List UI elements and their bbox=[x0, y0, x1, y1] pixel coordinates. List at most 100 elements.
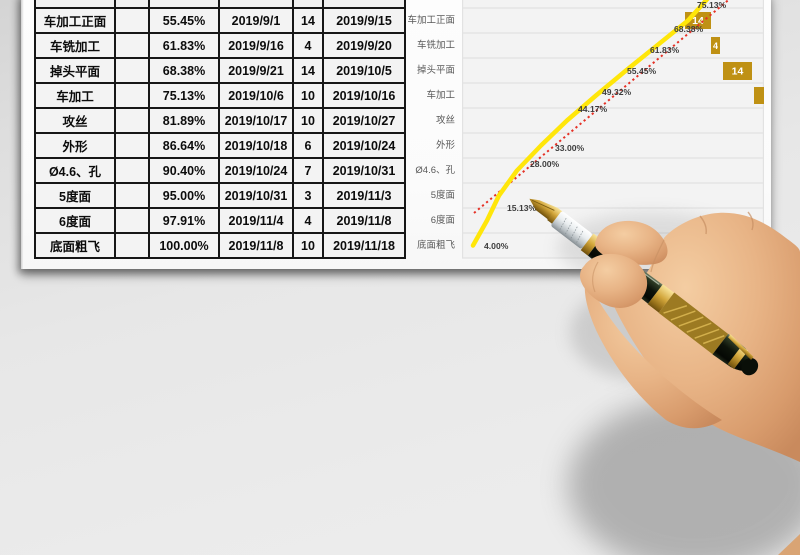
days-cell: 6 bbox=[292, 132, 324, 159]
start-date-cell: 2019/9/1 bbox=[218, 7, 294, 34]
days-cell: 14 bbox=[292, 7, 324, 34]
percent-cell: 97.91% bbox=[148, 207, 220, 234]
chart-category-label: 6度面 bbox=[430, 215, 455, 226]
end-date-cell: 2019/10/27 bbox=[322, 107, 406, 134]
blank-cell bbox=[114, 157, 150, 184]
progress-point-label: 61.83% bbox=[650, 45, 680, 55]
end-date-cell: 2019/11/18 bbox=[322, 232, 406, 259]
thumb-webbing bbox=[584, 276, 722, 429]
blank-cell bbox=[114, 232, 150, 259]
start-date-cell: 2019/9/16 bbox=[218, 32, 294, 59]
pen-clip bbox=[728, 334, 754, 361]
blank-cell bbox=[114, 32, 150, 59]
days-bar bbox=[711, 37, 720, 54]
progress-point-label: 28.00% bbox=[530, 159, 560, 169]
end-date-cell bbox=[322, 0, 406, 9]
task-cell: 车铣加工 bbox=[34, 32, 116, 59]
blank-cell bbox=[114, 207, 150, 234]
task-cell: 车加工 bbox=[34, 82, 116, 109]
end-date-cell: 2019/10/24 bbox=[322, 132, 406, 159]
progress-point-label: 68.38% bbox=[674, 24, 704, 34]
table-row: 攻丝 81.89% 2019/10/17 10 2019/10/27 bbox=[34, 107, 406, 134]
center-gold-band bbox=[647, 284, 675, 313]
end-gold-ring bbox=[727, 345, 749, 370]
task-cell: 攻丝 bbox=[34, 107, 116, 134]
table-row: 外形 86.64% 2019/10/18 6 2019/10/24 bbox=[34, 132, 406, 159]
table-row: 底面粗飞 100.00% 2019/11/8 10 2019/11/18 bbox=[34, 232, 406, 259]
task-cell: Ø4.6、孔 bbox=[34, 157, 116, 184]
end-date-cell: 2019/10/5 bbox=[322, 57, 406, 84]
days-cell bbox=[292, 0, 324, 9]
chart-category-label: 外形 bbox=[435, 140, 455, 151]
chart-category-label: 车铣加工 bbox=[416, 40, 455, 51]
chart-category-axis: 车加工正面 车铣加工 掉头平面 车加工 攻丝 外形 Ø4.6、孔 5度面 6度面 底面粗飞 bbox=[403, 8, 455, 258]
chart-category-label: 攻丝 bbox=[435, 115, 455, 126]
table-row: 5度面 95.00% 2019/10/31 3 2019/11/3 bbox=[34, 182, 406, 209]
task-cell: 外形 bbox=[34, 132, 116, 159]
progress-point-label: 44.17% bbox=[578, 104, 608, 114]
blank-cell bbox=[114, 182, 150, 209]
days-bar-label: 14 bbox=[732, 66, 744, 78]
progress-point-label: 75.13% bbox=[697, 0, 727, 10]
progress-point-label: 4.00% bbox=[484, 241, 509, 251]
percent-cell: 95.00% bbox=[148, 182, 220, 209]
chart-category-label: 底面粗飞 bbox=[416, 240, 455, 251]
chart-category-label: 车加工正面 bbox=[407, 15, 455, 26]
table-row-partial bbox=[34, 0, 406, 9]
days-cell: 10 bbox=[292, 232, 324, 259]
wrist-corner bbox=[778, 534, 800, 555]
blank-cell bbox=[114, 7, 150, 34]
percent-cell: 68.38% bbox=[148, 57, 220, 84]
percent-cell: 86.64% bbox=[148, 132, 220, 159]
percent-cell: 90.40% bbox=[148, 157, 220, 184]
task-cell: 6度面 bbox=[34, 207, 116, 234]
progress-line bbox=[470, 0, 710, 248]
chart-category-label: 5度面 bbox=[430, 190, 455, 201]
gold-engraving-pattern bbox=[663, 305, 725, 345]
blank-cell bbox=[114, 107, 150, 134]
start-date-cell: 2019/10/18 bbox=[218, 132, 294, 159]
days-cell: 10 bbox=[292, 107, 324, 134]
start-date-cell: 2019/10/6 bbox=[218, 82, 294, 109]
task-cell: 底面粗飞 bbox=[34, 232, 116, 259]
cap-dome bbox=[741, 357, 759, 376]
schedule-table-body: 车加工正面 55.45% 2019/9/1 14 2019/9/15 车铣加工 61.83%… bbox=[34, 0, 406, 259]
percent-cell: 61.83% bbox=[148, 32, 220, 59]
start-date-cell: 2019/10/24 bbox=[218, 157, 294, 184]
start-date-cell: 2019/11/4 bbox=[218, 207, 294, 234]
pen-cap-end bbox=[712, 333, 753, 371]
progress-chart-plot: 14 4 14 4.00% 15.13% 28.00% 33.00% 44.17% 49.32%… bbox=[462, 0, 764, 259]
days-cell: 14 bbox=[292, 57, 324, 84]
task-cell: 掉头平面 bbox=[34, 57, 116, 84]
percent-cell: 55.45% bbox=[148, 7, 220, 34]
table-row: 车加工正面 55.45% 2019/9/1 14 2019/9/15 bbox=[34, 7, 406, 34]
task-cell bbox=[34, 0, 116, 9]
table-row: 掉头平面 68.38% 2019/9/21 14 2019/10/5 bbox=[34, 57, 406, 84]
chart-category-label: 掉头平面 bbox=[416, 65, 455, 76]
end-date-cell: 2019/11/3 bbox=[322, 182, 406, 209]
percent-cell: 100.00% bbox=[148, 232, 220, 259]
blank-cell bbox=[114, 82, 150, 109]
percent-cell: 81.89% bbox=[148, 107, 220, 134]
start-date-cell bbox=[218, 0, 294, 9]
thumb-shadow bbox=[570, 284, 714, 380]
end-date-cell: 2019/9/15 bbox=[322, 7, 406, 34]
days-cell: 4 bbox=[292, 207, 324, 234]
chart-category-label: Ø4.6、孔 bbox=[415, 165, 455, 176]
days-bar bbox=[723, 62, 752, 80]
end-date-cell: 2019/11/8 bbox=[322, 207, 406, 234]
table-row: Ø4.6、孔 90.40% 2019/10/24 7 2019/10/31 bbox=[34, 157, 406, 184]
engraved-gold-section bbox=[658, 292, 729, 355]
start-date-cell: 2019/9/21 bbox=[218, 57, 294, 84]
schedule-table: 车加工正面 55.45% 2019/9/1 14 2019/9/15 车铣加工 61.83%… bbox=[34, 0, 406, 259]
table-row: 车加工 75.13% 2019/10/6 10 2019/10/16 bbox=[34, 82, 406, 109]
days-bar-label: 4 bbox=[713, 41, 718, 51]
start-date-cell: 2019/10/17 bbox=[218, 107, 294, 134]
end-date-cell: 2019/10/16 bbox=[322, 82, 406, 109]
percent-cell bbox=[148, 0, 220, 9]
progress-point-label: 55.45% bbox=[627, 66, 657, 76]
task-cell: 5度面 bbox=[34, 182, 116, 209]
table-row: 车铣加工 61.83% 2019/9/16 4 2019/9/20 bbox=[34, 32, 406, 59]
days-bar-label: 14 bbox=[692, 15, 704, 27]
